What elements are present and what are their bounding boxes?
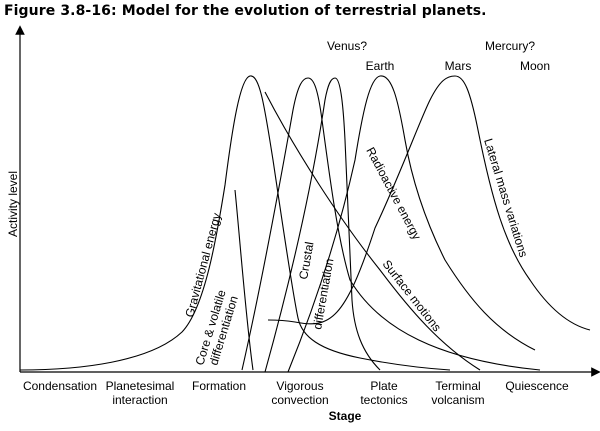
- venus-curve: [241, 77, 541, 371]
- stage-label-formation: Formation: [192, 379, 246, 393]
- y-axis-label: Activity level: [6, 171, 20, 237]
- stage-label-planetesimal: Planetesimal: [106, 379, 175, 393]
- earth-curve: [287, 75, 536, 373]
- lateral-mass-variations-label: Lateral mass variations: [481, 137, 530, 259]
- crustal-label-2: differentiation: [310, 257, 336, 330]
- planet-label-mercury: Mercury?: [485, 39, 535, 53]
- stage-label-condensation: Condensation: [23, 379, 97, 393]
- stage-label-terminal-2: volcanism: [431, 393, 484, 407]
- planet-label-venus: Venus?: [327, 39, 367, 53]
- crustal-label-1: Crustal: [296, 241, 316, 281]
- planet-label-mars: Mars: [445, 59, 472, 73]
- planet-label-moon: Moon: [520, 59, 550, 73]
- radioactive-energy-label: Radioactive energy: [363, 145, 424, 242]
- stage-label-vigorous-2: convection: [271, 393, 328, 407]
- crustal-differentiation-curve: [264, 77, 381, 373]
- stage-label-planetesimal-2: interaction: [112, 393, 167, 407]
- stage-label-plate-2: tectonics: [360, 393, 407, 407]
- stage-label-quiescence: Quiescence: [505, 379, 569, 393]
- radioactive-energy-curve: [267, 75, 591, 331]
- gravitational-energy-curve: [19, 75, 451, 371]
- core-differentiation-curve: [234, 189, 254, 371]
- figure-title: Figure 3.8-16: Model for the evolution o…: [4, 3, 487, 19]
- stage-label-vigorous: Vigorous: [276, 379, 323, 393]
- x-axis-label: Stage: [329, 409, 362, 423]
- stage-label-plate: Plate: [370, 379, 398, 393]
- planet-label-earth: Earth: [366, 59, 395, 73]
- stage-label-terminal: Terminal: [435, 379, 480, 393]
- surface-motions-curve: [264, 91, 481, 371]
